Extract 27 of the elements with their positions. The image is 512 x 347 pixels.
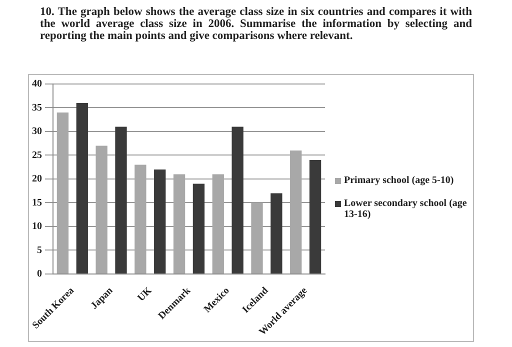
bar bbox=[154, 169, 166, 274]
chart-title: 10. The graph below shows the average class size in six countries and compares it with the world average class size in 2006. Summarise the information by selecting and reporting the main points and give comparisons where relevant. bbox=[40, 6, 472, 42]
bar bbox=[56, 112, 69, 274]
bar bbox=[192, 184, 205, 274]
bar bbox=[290, 150, 302, 274]
bar bbox=[251, 202, 263, 274]
x-tick-label: UK bbox=[136, 285, 154, 304]
bar bbox=[96, 146, 108, 274]
y-tick-label: 15 bbox=[32, 197, 42, 208]
y-tick-label: 35 bbox=[32, 102, 42, 114]
bar bbox=[115, 126, 127, 274]
y-tick-label: 0 bbox=[37, 268, 42, 280]
bar bbox=[76, 102, 88, 274]
y-tick-label: 20 bbox=[32, 174, 42, 185]
y-tick-label: 10 bbox=[32, 221, 42, 232]
bar bbox=[212, 174, 224, 274]
bar bbox=[173, 174, 186, 274]
y-tick-label: 5 bbox=[37, 244, 42, 256]
legend-label: Lower secondary school (age 13-16) bbox=[344, 198, 467, 220]
y-tick-label: 25 bbox=[32, 150, 42, 161]
bar bbox=[309, 160, 322, 274]
y-tick-label: 40 bbox=[32, 78, 42, 90]
legend-label: Primary school (age 5-10) bbox=[344, 175, 454, 186]
y-tick-label: 30 bbox=[32, 126, 42, 138]
bar bbox=[232, 126, 244, 274]
bar bbox=[134, 164, 146, 274]
bar bbox=[270, 193, 282, 274]
